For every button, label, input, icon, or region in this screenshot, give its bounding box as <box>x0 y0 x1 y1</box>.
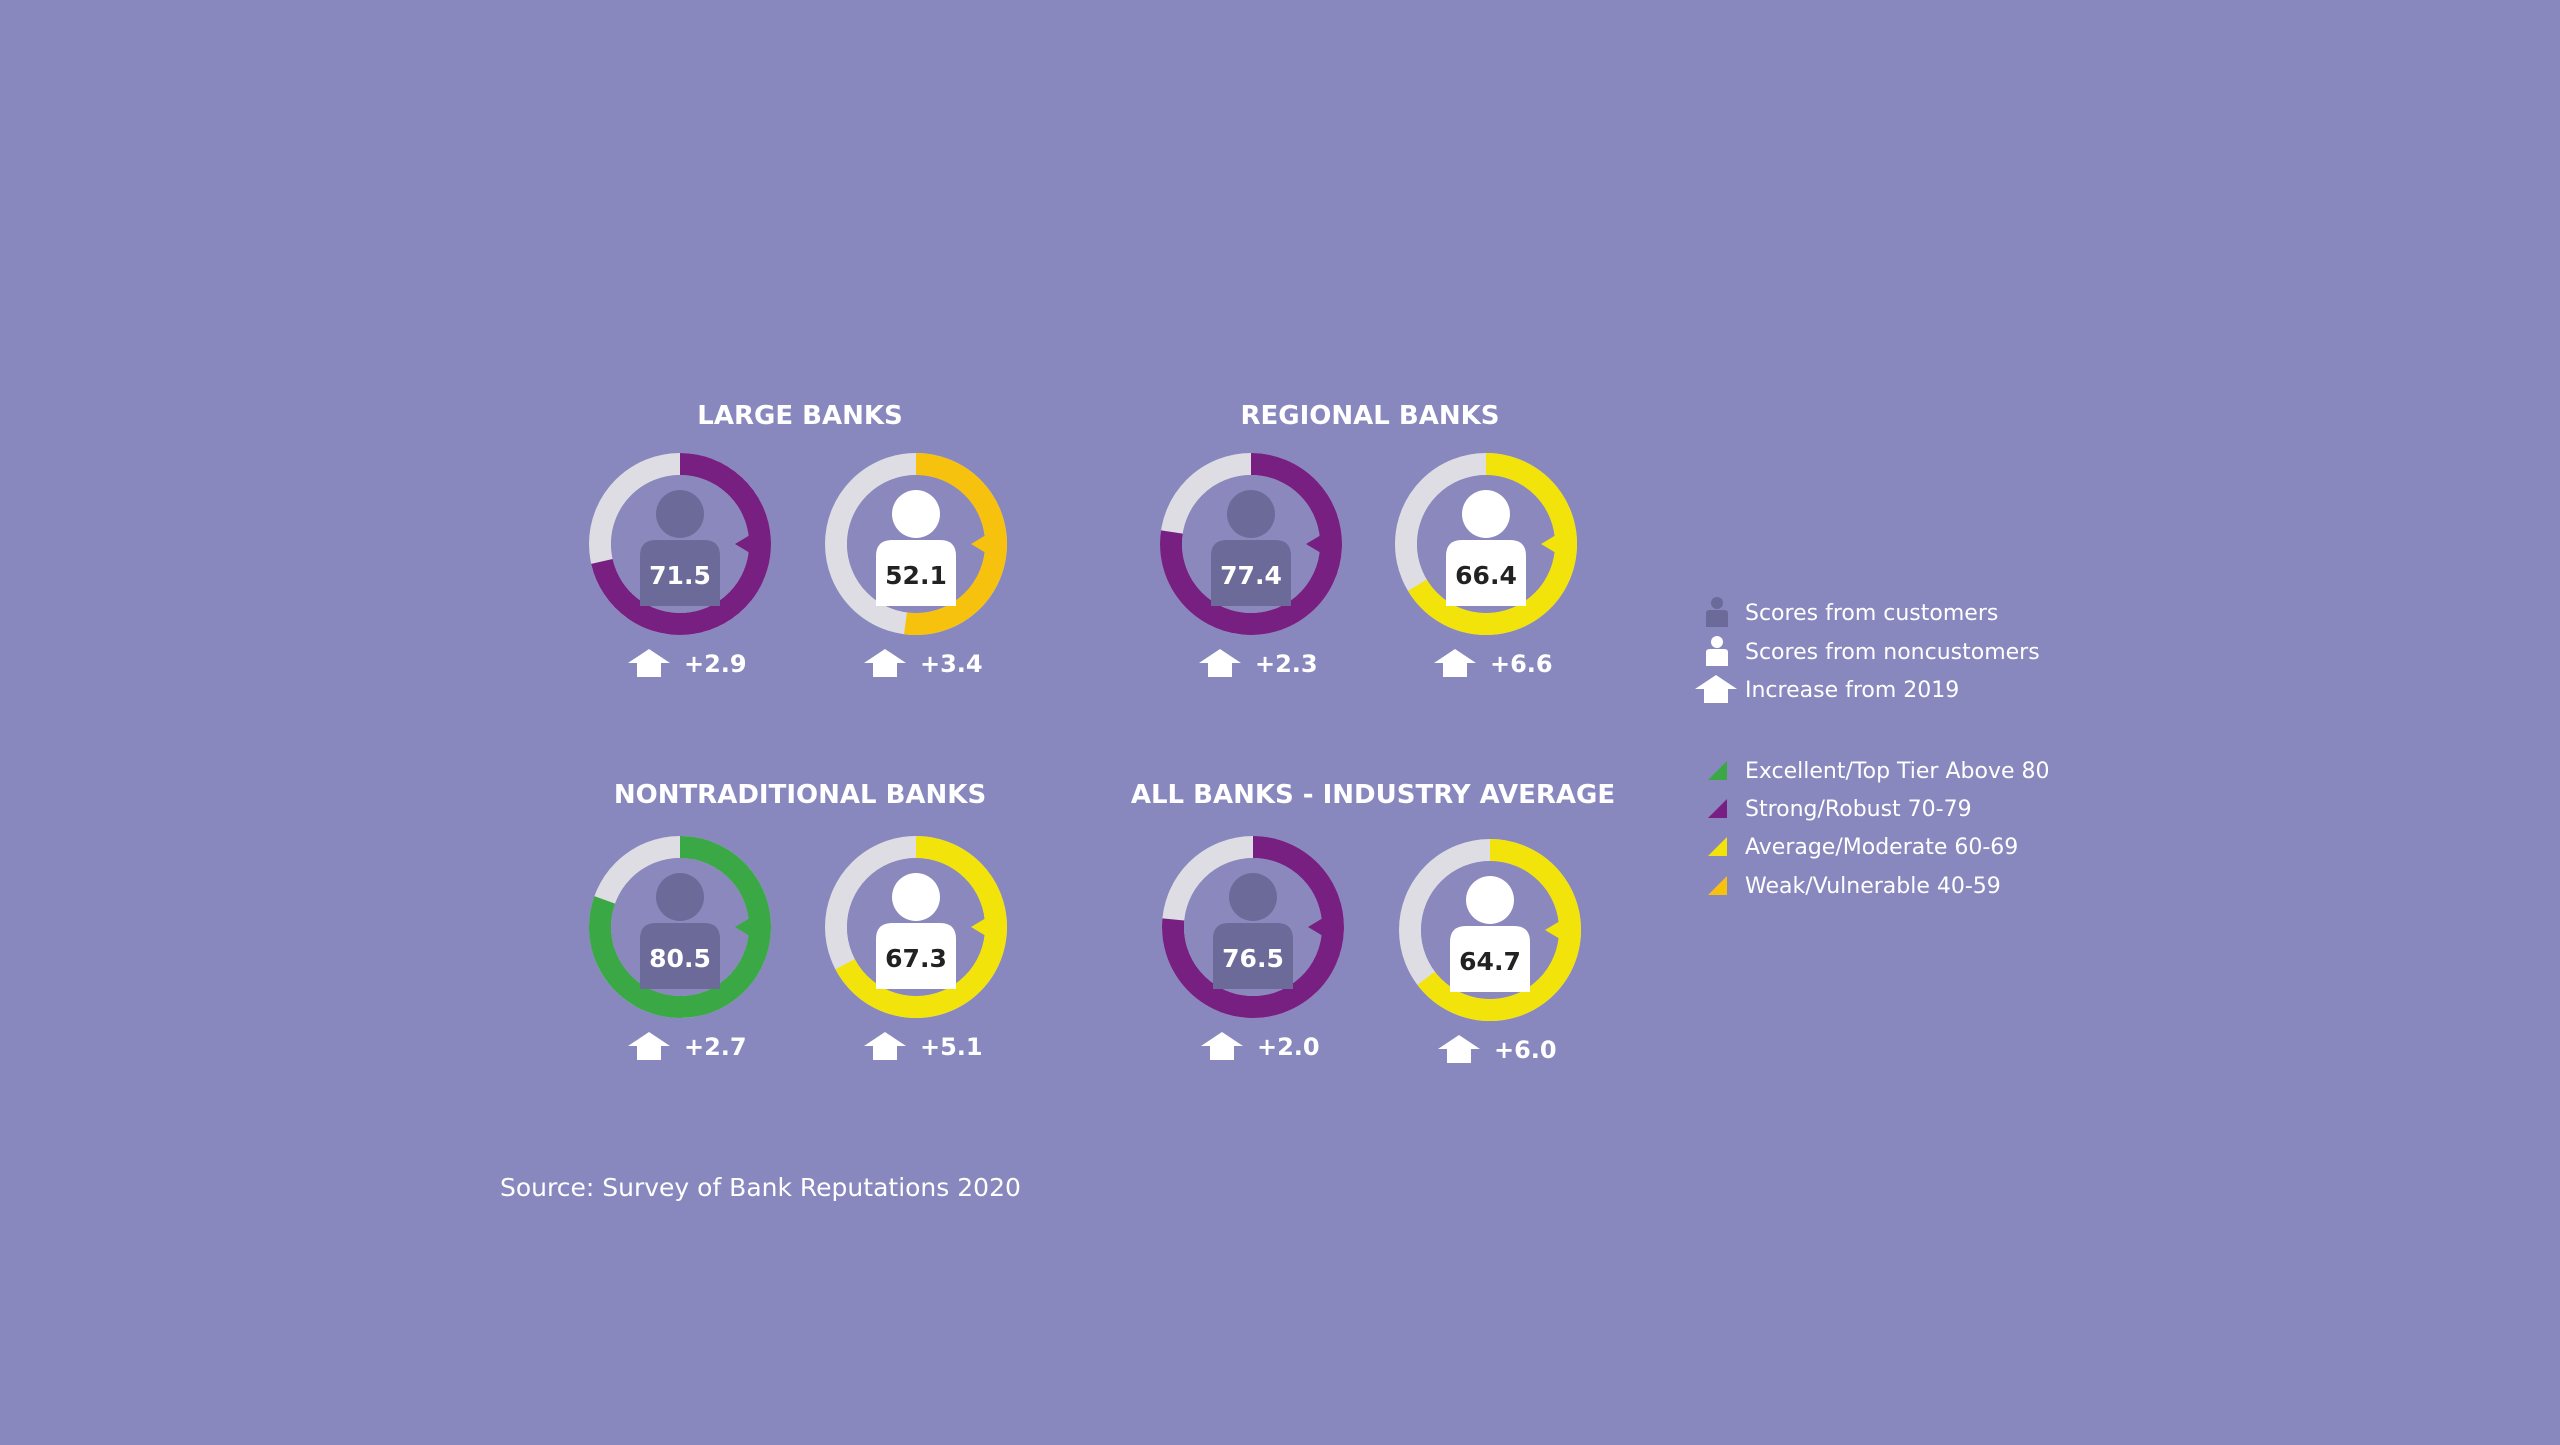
increase-value: +6.6 <box>1490 650 1553 678</box>
legend-tier-label: Average/Moderate 60-69 <box>1745 835 2018 860</box>
noncustomer-person-icon <box>876 490 956 606</box>
legend-tier-label: Excellent/Top Tier Above 80 <box>1745 759 2050 784</box>
donut-value-arc <box>904 453 1007 635</box>
increase-arrow-icon <box>628 649 670 677</box>
noncustomers-donut: 52.1 <box>825 453 1007 635</box>
noncustomers-donut: 66.4 <box>1395 453 1577 635</box>
customer-person-icon <box>1706 597 1728 627</box>
legend-symbol-label: Scores from noncustomers <box>1745 640 2040 665</box>
tier-swatch-icon <box>1708 876 1727 895</box>
score-value: 76.5 <box>1222 944 1284 973</box>
legend-tier-label: Weak/Vulnerable 40-59 <box>1745 874 2001 899</box>
donut-value-arc <box>1417 839 1581 1021</box>
customer-person-icon <box>640 873 720 989</box>
noncustomer-person-icon <box>1706 636 1728 666</box>
donut-value-arc <box>1407 453 1577 635</box>
noncustomers-increase: +6.6 <box>1434 649 1553 678</box>
noncustomer-person-icon <box>876 873 956 989</box>
increase-arrow-icon <box>1695 675 1737 703</box>
donut-value-arc <box>591 453 771 635</box>
customers-increase: +2.7 <box>628 1032 747 1061</box>
customer-person-icon <box>1213 873 1293 989</box>
increase-arrow-icon <box>1434 649 1476 677</box>
donut-value-arc <box>835 836 1007 1018</box>
legend-symbol-label: Scores from customers <box>1745 601 1998 626</box>
legend-symbol-label: Increase from 2019 <box>1745 678 1959 703</box>
bank-group: REGIONAL BANKS 77.4 +2.3 66.4 +6.6 <box>1160 401 1577 678</box>
increase-arrow-icon <box>1438 1035 1480 1063</box>
increase-value: +2.3 <box>1255 650 1318 678</box>
bank-group: NONTRADITIONAL BANKS 80.5 +2.7 67.3 +5.1 <box>589 780 1007 1061</box>
bank-group: LARGE BANKS 71.5 +2.9 52.1 +3.4 <box>589 401 1007 678</box>
score-value: 80.5 <box>649 944 711 973</box>
increase-value: +6.0 <box>1494 1036 1557 1064</box>
legend-symbol-item: Scores from noncustomers <box>1706 636 2040 666</box>
group-title: REGIONAL BANKS <box>1241 401 1500 431</box>
increase-value: +5.1 <box>920 1033 983 1061</box>
customers-donut: 71.5 <box>589 453 771 635</box>
customer-person-icon <box>1211 490 1291 606</box>
donut-value-arc <box>589 836 771 1018</box>
score-value: 71.5 <box>649 561 711 590</box>
increase-arrow-icon <box>1199 649 1241 677</box>
tier-marker <box>971 918 986 936</box>
tier-marker <box>1308 918 1323 936</box>
legend-symbol-item: Scores from customers <box>1706 597 1998 627</box>
legend: Scores from customers Scores from noncust… <box>1695 597 2050 899</box>
increase-value: +2.7 <box>684 1033 747 1061</box>
increase-value: +2.0 <box>1257 1033 1320 1061</box>
tier-swatch-icon <box>1708 799 1727 818</box>
donut-value-arc <box>1160 453 1342 635</box>
score-value: 52.1 <box>885 561 947 590</box>
noncustomers-increase: +3.4 <box>864 649 983 678</box>
customers-increase: +2.3 <box>1199 649 1318 678</box>
increase-arrow-icon <box>628 1032 670 1060</box>
tier-marker <box>735 918 750 936</box>
customer-person-icon <box>640 490 720 606</box>
tier-swatch-icon <box>1708 761 1727 780</box>
noncustomers-increase: +6.0 <box>1438 1035 1557 1064</box>
legend-symbol-item: Increase from 2019 <box>1695 675 1959 703</box>
noncustomers-increase: +5.1 <box>864 1032 983 1061</box>
group-title: ALL BANKS - INDUSTRY AVERAGE <box>1131 780 1615 810</box>
noncustomers-donut: 67.3 <box>825 836 1007 1018</box>
tier-marker <box>1545 921 1560 939</box>
tier-marker <box>1306 535 1321 553</box>
increase-arrow-icon <box>864 649 906 677</box>
score-value: 64.7 <box>1459 947 1521 976</box>
increase-arrow-icon <box>864 1032 906 1060</box>
increase-value: +3.4 <box>920 650 983 678</box>
group-title: LARGE BANKS <box>697 401 902 431</box>
score-value: 67.3 <box>885 944 947 973</box>
legend-tier-item: Weak/Vulnerable 40-59 <box>1708 874 2001 899</box>
source-note: Source: Survey of Bank Reputations 2020 <box>500 1173 1021 1202</box>
noncustomer-person-icon <box>1446 490 1526 606</box>
legend-tier-item: Excellent/Top Tier Above 80 <box>1708 759 2050 784</box>
tier-marker <box>735 535 750 553</box>
score-value: 77.4 <box>1220 561 1282 590</box>
increase-value: +2.9 <box>684 650 747 678</box>
score-value: 66.4 <box>1455 561 1517 590</box>
group-title: NONTRADITIONAL BANKS <box>614 780 986 810</box>
legend-tier-item: Average/Moderate 60-69 <box>1708 835 2018 860</box>
tier-swatch-icon <box>1708 837 1727 856</box>
customers-increase: +2.0 <box>1201 1032 1320 1061</box>
legend-tier-item: Strong/Robust 70-79 <box>1708 797 1972 822</box>
customers-donut: 77.4 <box>1160 453 1342 635</box>
customers-donut: 80.5 <box>589 836 771 1018</box>
increase-arrow-icon <box>1201 1032 1243 1060</box>
bank-group: ALL BANKS - INDUSTRY AVERAGE 76.5 +2.0 64.7… <box>1131 780 1615 1064</box>
noncustomers-donut: 64.7 <box>1399 839 1581 1021</box>
customers-donut: 76.5 <box>1162 836 1344 1018</box>
tier-marker <box>971 535 986 553</box>
tier-marker <box>1541 535 1556 553</box>
donut-value-arc <box>1162 836 1344 1018</box>
legend-tier-label: Strong/Robust 70-79 <box>1745 797 1972 822</box>
noncustomer-person-icon <box>1450 876 1530 992</box>
customers-increase: +2.9 <box>628 649 747 678</box>
